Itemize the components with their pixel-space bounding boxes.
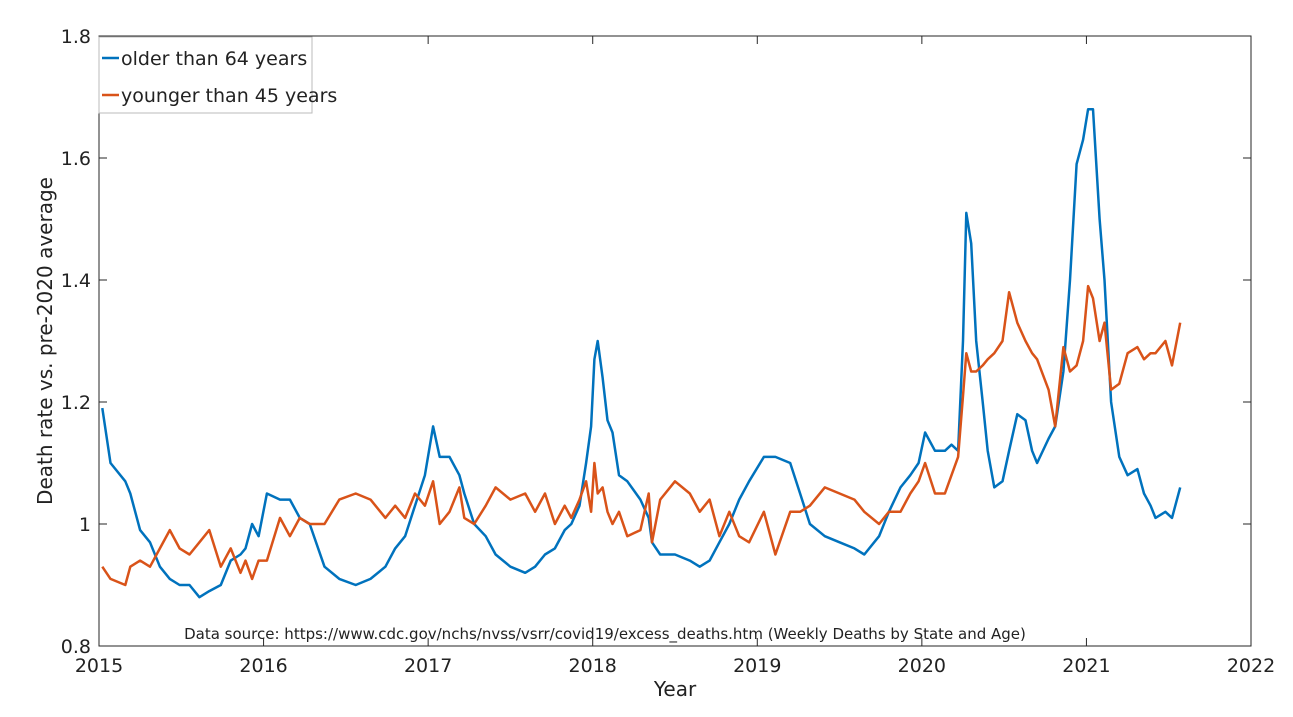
x-axis-label: Year	[653, 677, 697, 701]
x-tick-label: 2019	[733, 655, 781, 677]
legend-label: older than 64 years	[121, 48, 307, 70]
plot-frame	[98, 35, 1252, 647]
line-series	[101, 284, 1182, 587]
y-axis-label: Death rate vs. pre-2020 average	[33, 177, 57, 505]
x-tick-label: 2021	[1062, 655, 1110, 677]
x-tick-label: 2022	[1227, 655, 1275, 677]
x-tick-label: 2016	[239, 655, 287, 677]
x-tick-label: 2018	[569, 655, 617, 677]
y-tick-label: 1.4	[61, 270, 91, 292]
y-tick-label: 1	[79, 514, 91, 536]
line-series	[101, 107, 1182, 599]
x-tick-label: 2015	[75, 655, 123, 677]
legend-box	[98, 36, 313, 114]
y-tick-label: 1.2	[61, 392, 91, 414]
x-tick-label: 2020	[898, 655, 946, 677]
annotation: Data source: https://www.cdc.gov/nchs/nv…	[184, 625, 1026, 644]
x-tick-label: 2017	[404, 655, 452, 677]
y-tick-label: 0.8	[61, 636, 91, 658]
y-tick-label: 1.6	[61, 148, 91, 170]
y-tick-label: 1.8	[61, 26, 91, 48]
legend-label: younger than 45 years	[121, 85, 337, 107]
